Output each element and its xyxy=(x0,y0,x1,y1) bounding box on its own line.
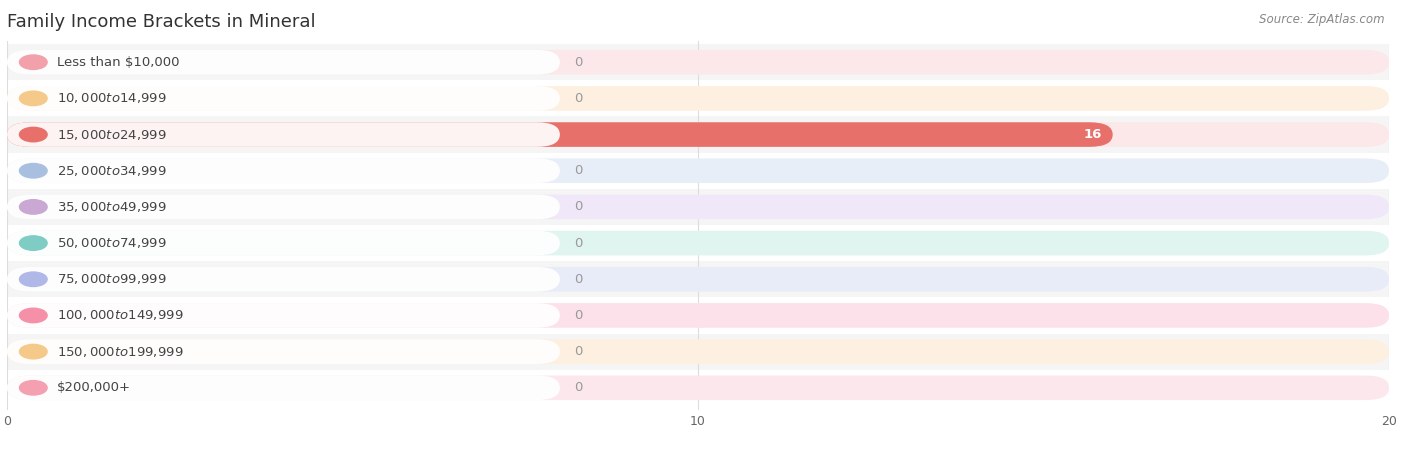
Circle shape xyxy=(20,344,48,359)
Text: 0: 0 xyxy=(574,273,582,286)
FancyBboxPatch shape xyxy=(7,122,1389,147)
Bar xyxy=(7,117,1389,153)
Circle shape xyxy=(20,127,48,142)
Text: $200,000+: $200,000+ xyxy=(56,381,131,394)
FancyBboxPatch shape xyxy=(7,158,560,183)
Circle shape xyxy=(20,272,48,287)
Text: 0: 0 xyxy=(574,345,582,358)
Text: Less than $10,000: Less than $10,000 xyxy=(56,56,180,69)
FancyBboxPatch shape xyxy=(7,194,1389,219)
Bar xyxy=(7,189,1389,225)
Bar xyxy=(7,370,1389,406)
Circle shape xyxy=(20,381,48,395)
FancyBboxPatch shape xyxy=(7,194,560,219)
Text: $10,000 to $14,999: $10,000 to $14,999 xyxy=(56,91,166,105)
Text: $100,000 to $149,999: $100,000 to $149,999 xyxy=(56,308,183,323)
FancyBboxPatch shape xyxy=(7,122,1112,147)
FancyBboxPatch shape xyxy=(7,267,1389,292)
Text: Source: ZipAtlas.com: Source: ZipAtlas.com xyxy=(1260,14,1385,27)
Text: 0: 0 xyxy=(574,309,582,322)
Text: Family Income Brackets in Mineral: Family Income Brackets in Mineral xyxy=(7,13,316,31)
FancyBboxPatch shape xyxy=(7,231,1389,256)
Circle shape xyxy=(20,163,48,178)
Circle shape xyxy=(20,236,48,250)
FancyBboxPatch shape xyxy=(7,375,560,400)
FancyBboxPatch shape xyxy=(7,158,1389,183)
Bar xyxy=(7,80,1389,117)
Bar xyxy=(7,44,1389,80)
FancyBboxPatch shape xyxy=(7,375,1389,400)
Bar xyxy=(7,297,1389,333)
Text: 0: 0 xyxy=(574,237,582,250)
FancyBboxPatch shape xyxy=(7,303,560,328)
FancyBboxPatch shape xyxy=(7,339,560,364)
FancyBboxPatch shape xyxy=(7,86,560,111)
Circle shape xyxy=(20,55,48,69)
FancyBboxPatch shape xyxy=(7,122,560,147)
Bar xyxy=(7,333,1389,370)
FancyBboxPatch shape xyxy=(7,86,1389,111)
Circle shape xyxy=(20,91,48,106)
FancyBboxPatch shape xyxy=(7,303,1389,328)
Text: $15,000 to $24,999: $15,000 to $24,999 xyxy=(56,127,166,142)
Circle shape xyxy=(20,308,48,323)
Bar xyxy=(7,153,1389,189)
Circle shape xyxy=(20,200,48,214)
Text: $35,000 to $49,999: $35,000 to $49,999 xyxy=(56,200,166,214)
Text: $25,000 to $34,999: $25,000 to $34,999 xyxy=(56,164,166,178)
Text: $150,000 to $199,999: $150,000 to $199,999 xyxy=(56,345,183,359)
FancyBboxPatch shape xyxy=(7,50,1389,75)
Text: 0: 0 xyxy=(574,56,582,69)
FancyBboxPatch shape xyxy=(7,231,560,256)
Text: 0: 0 xyxy=(574,164,582,177)
Text: 0: 0 xyxy=(574,381,582,394)
Text: 0: 0 xyxy=(574,92,582,105)
Text: $50,000 to $74,999: $50,000 to $74,999 xyxy=(56,236,166,250)
Text: $75,000 to $99,999: $75,000 to $99,999 xyxy=(56,272,166,286)
FancyBboxPatch shape xyxy=(7,50,560,75)
Bar xyxy=(7,261,1389,297)
FancyBboxPatch shape xyxy=(7,339,1389,364)
Text: 0: 0 xyxy=(574,200,582,213)
FancyBboxPatch shape xyxy=(7,267,560,292)
Text: 16: 16 xyxy=(1084,128,1102,141)
Bar xyxy=(7,225,1389,261)
